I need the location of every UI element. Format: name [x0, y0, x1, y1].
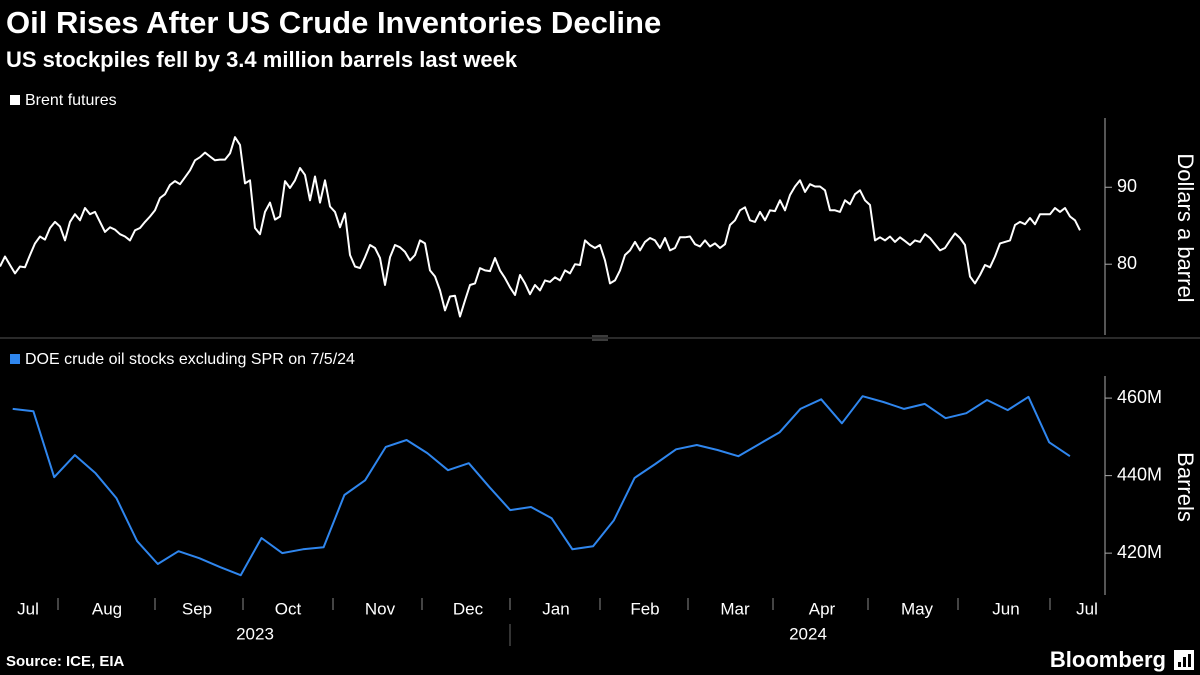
chart-subtitle: US stockpiles fell by 3.4 million barrel… — [6, 47, 518, 72]
legend-swatch — [10, 354, 20, 364]
x-tick-label: Apr — [809, 599, 836, 618]
source-note: Source: ICE, EIA — [6, 653, 125, 670]
legend-label: DOE crude oil stocks excluding SPR on 7/… — [25, 351, 355, 368]
y-axis-label: Barrels — [1173, 452, 1198, 522]
x-tick-label: Dec — [453, 599, 484, 618]
x-tick-label: Jun — [992, 599, 1019, 618]
x-tick-label: Jan — [542, 599, 569, 618]
y-tick-label: 420M — [1117, 542, 1162, 562]
x-tick-label: May — [901, 599, 934, 618]
y-tick-label: 90 — [1117, 176, 1137, 196]
brand-icon — [1174, 650, 1194, 670]
x-tick-label: Nov — [365, 599, 396, 618]
legend-swatch — [10, 95, 20, 105]
x-tick-label: Mar — [720, 599, 750, 618]
y-tick-label: 440M — [1117, 464, 1162, 484]
brand-logo: Bloomberg — [1050, 647, 1166, 672]
x-group-label: 2023 — [236, 624, 274, 643]
x-tick-label: Jul — [17, 599, 39, 618]
chart-title: Oil Rises After US Crude Inventories Dec… — [6, 5, 661, 40]
data-line — [0, 136, 1081, 318]
y-axis-label: Dollars a barrel — [1173, 153, 1198, 302]
x-tick-label: Oct — [275, 599, 302, 618]
x-tick-label: Sep — [182, 599, 212, 618]
y-tick-label: 80 — [1117, 253, 1137, 273]
data-line — [12, 395, 1071, 577]
x-tick-label: Jul — [1076, 599, 1098, 618]
y-tick-label: 460M — [1117, 387, 1162, 407]
x-group-label: 2024 — [789, 624, 827, 643]
x-tick-label: Feb — [630, 599, 659, 618]
legend-label: Brent futures — [25, 92, 117, 109]
x-tick-label: Aug — [92, 599, 122, 618]
